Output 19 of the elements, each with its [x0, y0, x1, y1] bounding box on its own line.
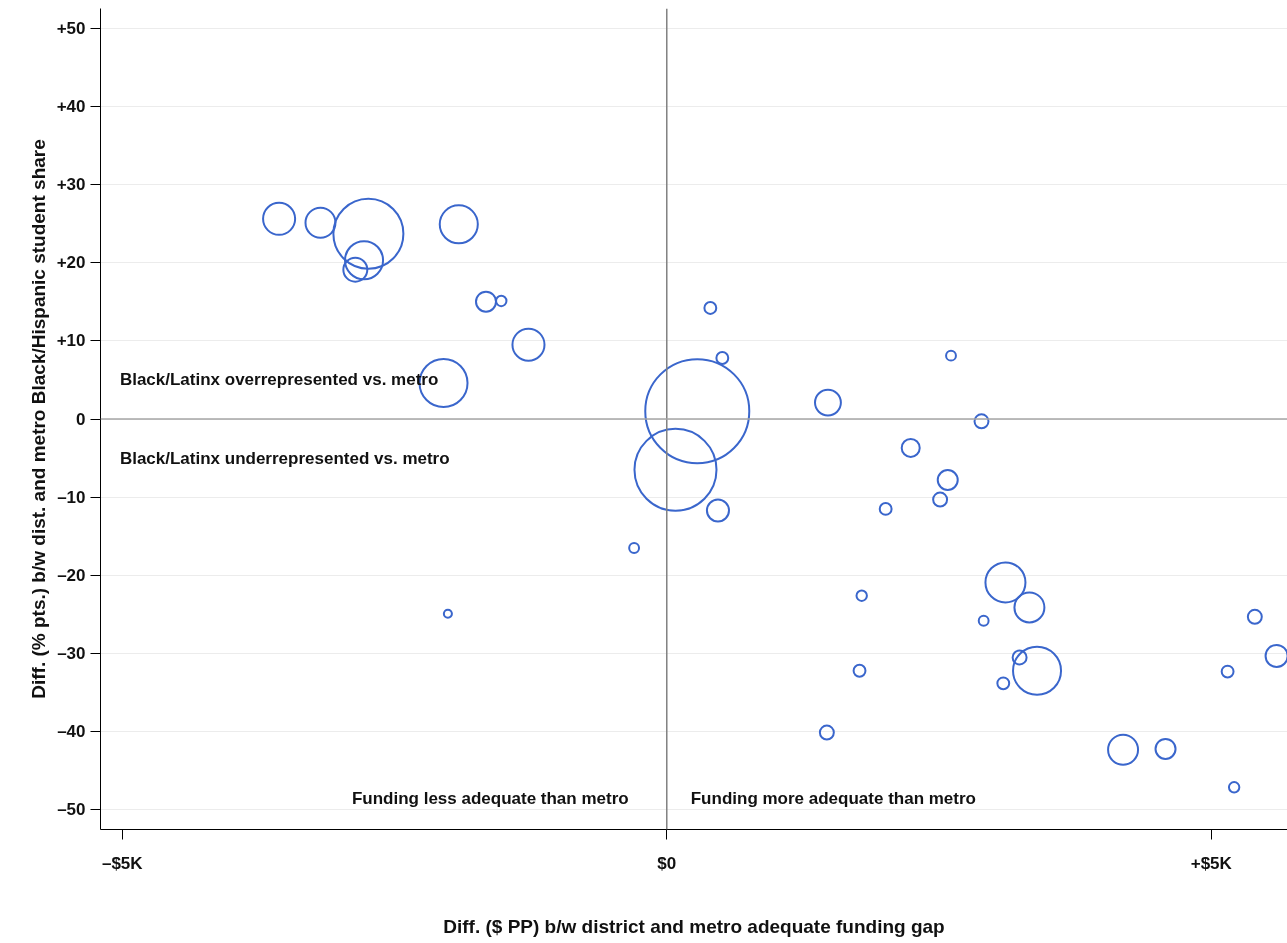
y-tick-label: +20 — [56, 253, 86, 273]
y-axis-title: Diff. (% pts.) b/w dist. and metro Black/Hispanic student share — [27, 139, 49, 699]
y-tick-label: 0 — [76, 409, 86, 429]
y-tick-label: +10 — [56, 331, 86, 351]
x-tick-label: +$5K — [1190, 853, 1233, 873]
x-axis-title: Diff. ($ PP) b/w district and metro adequate funding gap — [443, 915, 945, 937]
y-tick-label: +30 — [56, 174, 86, 194]
y-tick-label: –30 — [57, 644, 86, 664]
y-tick-label: –10 — [57, 487, 86, 507]
x-tick-label: –$5K — [101, 853, 144, 873]
annotation: Funding more adequate than metro — [690, 788, 976, 808]
y-tick-label: +40 — [56, 96, 86, 116]
y-tick-label: +50 — [56, 18, 86, 38]
annotation: Funding less adequate than metro — [351, 788, 629, 808]
x-tick-label: $0 — [657, 853, 677, 873]
y-tick-label: –40 — [57, 722, 86, 742]
annotation: Black/Latinx underrepresented vs. metro — [119, 448, 450, 468]
y-tick-label: –20 — [57, 565, 86, 585]
y-tick-label: –50 — [57, 800, 86, 820]
